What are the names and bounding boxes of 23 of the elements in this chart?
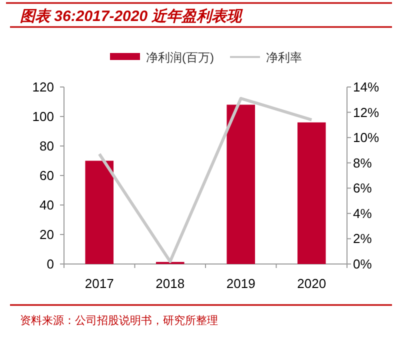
legend-label: 净利率 <box>266 50 302 64</box>
x-tick-label: 2017 <box>84 276 114 291</box>
y-tick-label: 80 <box>40 138 54 154</box>
y2-tick-label: 0% <box>353 256 372 272</box>
y2-tick-label: 10% <box>353 130 380 146</box>
y2-tick-label: 6% <box>353 180 372 196</box>
legend-label: 净利润(百万) <box>146 50 214 64</box>
y-tick-label: 0 <box>46 256 54 272</box>
y2-tick-label: 12% <box>353 104 380 120</box>
x-tick-label: 2020 <box>297 276 326 291</box>
y2-tick-label: 8% <box>353 155 372 170</box>
y-tick-label: 20 <box>40 227 54 242</box>
y2-tick-label: 2% <box>353 231 372 246</box>
y-tick-label: 40 <box>40 198 54 212</box>
y2-tick-label: 14% <box>353 80 380 94</box>
y-tick-label: 120 <box>32 80 54 94</box>
x-tick-label: 2018 <box>156 276 185 291</box>
y-tick-label: 100 <box>32 109 54 124</box>
y-tick-label: 60 <box>40 168 54 183</box>
text: 资料来源：公司招股说明书，研究所整理 <box>20 314 218 327</box>
x-tick-label: 2019 <box>226 276 256 291</box>
title: 图表 36:2017-2020 近年盈利表现 <box>20 8 242 25</box>
y2-tick-label: 4% <box>353 206 372 221</box>
